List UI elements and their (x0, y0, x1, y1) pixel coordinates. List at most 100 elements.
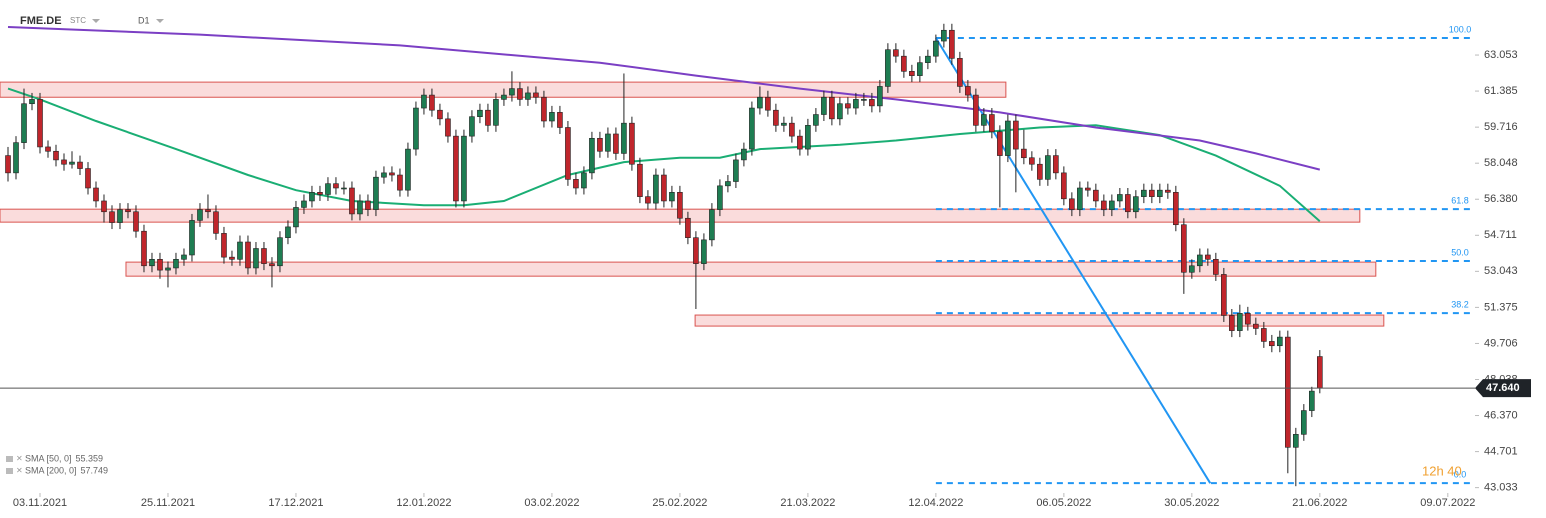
candle-body (589, 137, 595, 174)
candle-body (821, 96, 827, 115)
candle-body (109, 211, 115, 223)
candle-body (69, 161, 75, 165)
fib-label: 50.0 (1451, 247, 1469, 257)
candle-body (541, 96, 547, 122)
candle-body (157, 259, 163, 271)
candle-body (701, 239, 707, 264)
dropdown-arrow[interactable] (156, 19, 164, 23)
candle-body (661, 174, 667, 202)
symbol[interactable]: FME.DE (20, 15, 62, 27)
x-tick-label: 12.01.2022 (396, 497, 451, 509)
candle-body (213, 211, 219, 234)
candle-body (1269, 341, 1275, 347)
candle-body (717, 185, 723, 210)
candle-body (925, 55, 931, 63)
candle-body (861, 99, 867, 101)
candle-body (181, 254, 187, 260)
candle-body (1165, 189, 1171, 193)
candle-body (1005, 120, 1011, 156)
candle-body (21, 103, 27, 143)
candle-body (669, 192, 675, 202)
candle-body (1173, 192, 1179, 226)
interval[interactable]: D1 (138, 15, 150, 25)
candle-body (781, 122, 787, 126)
candle-body (573, 179, 579, 189)
candle-body (549, 112, 555, 122)
candle-body (677, 192, 683, 219)
candle-body (365, 200, 371, 210)
candle-body (277, 237, 283, 267)
dropdown-arrow[interactable] (92, 19, 100, 23)
candle-body (1317, 356, 1323, 389)
candle-body (685, 217, 691, 238)
sma-line (7, 87, 1321, 223)
candle-body (141, 230, 147, 267)
candle-body (149, 259, 155, 267)
candle-body (477, 109, 483, 117)
fib-label: 100.0 (1449, 24, 1472, 34)
fib-label: 38.2 (1451, 299, 1469, 309)
candle-body (349, 187, 355, 215)
x-tick-label: 03.11.2021 (13, 497, 67, 509)
candle-body (317, 192, 323, 195)
candle-body (893, 49, 899, 57)
legend: ✕ SMA [50, 0] 55.359 ✕ SMA [200, 0] 57.749 (6, 453, 108, 475)
candle-body (125, 209, 131, 213)
candle-body (1245, 313, 1251, 325)
candle-body (533, 92, 539, 98)
trendline (935, 37, 1212, 484)
candle-body (909, 71, 915, 76)
price-badge (1475, 379, 1531, 398)
legend-close: ✕ (16, 466, 23, 475)
candle-body (1045, 155, 1051, 180)
candle-body (637, 163, 643, 197)
candle-body (301, 200, 307, 208)
fib-label: 0.0 (1454, 470, 1467, 480)
candle-body (77, 161, 83, 169)
candle-body (629, 122, 635, 165)
candle-body (813, 114, 819, 126)
candle-body (1293, 434, 1299, 448)
candle-body (373, 176, 379, 210)
candle-body (517, 88, 523, 100)
candle-body (1309, 390, 1315, 411)
candle-body (293, 207, 299, 228)
candle-body (989, 114, 995, 133)
y-tick-label: 53.043 (1484, 265, 1518, 277)
candle-body (613, 133, 619, 154)
candle-body (1133, 196, 1139, 213)
y-tick-label: 43.033 (1484, 482, 1518, 494)
y-tick-label: 61.385 (1484, 85, 1518, 97)
candle-body (381, 172, 387, 178)
candle-body (253, 248, 259, 269)
candle-body (469, 116, 475, 137)
x-tick-label: 03.02.2022 (524, 497, 579, 509)
legend-value: 55.359 (76, 453, 104, 463)
candle-body (165, 267, 171, 271)
candle-body (805, 125, 811, 150)
candle-body (877, 86, 883, 107)
candle-body (485, 109, 491, 126)
candle-body (741, 148, 747, 161)
x-tick-label: 12.04.2022 (908, 497, 963, 509)
candle-body (173, 259, 179, 269)
candle-body (581, 172, 587, 189)
candle-body (869, 99, 875, 107)
candle-body (1221, 274, 1227, 316)
candle-body (189, 220, 195, 256)
y-tick-label: 58.048 (1484, 157, 1518, 169)
legend-close: ✕ (16, 454, 23, 463)
candle-body (1213, 259, 1219, 275)
y-tick-label: 51.375 (1484, 301, 1518, 313)
candle-body (1189, 265, 1195, 273)
x-tick-label: 21.03.2022 (780, 497, 835, 509)
candle-body (429, 94, 435, 111)
legend-icon (6, 468, 13, 474)
x-tick-label: 25.11.2021 (141, 497, 195, 509)
candle-body (565, 127, 571, 180)
candle-body (733, 159, 739, 182)
candle-body (557, 112, 563, 128)
candle-body (965, 86, 971, 96)
y-tick-label: 56.380 (1484, 193, 1518, 205)
legend-value: 57.749 (81, 465, 109, 475)
